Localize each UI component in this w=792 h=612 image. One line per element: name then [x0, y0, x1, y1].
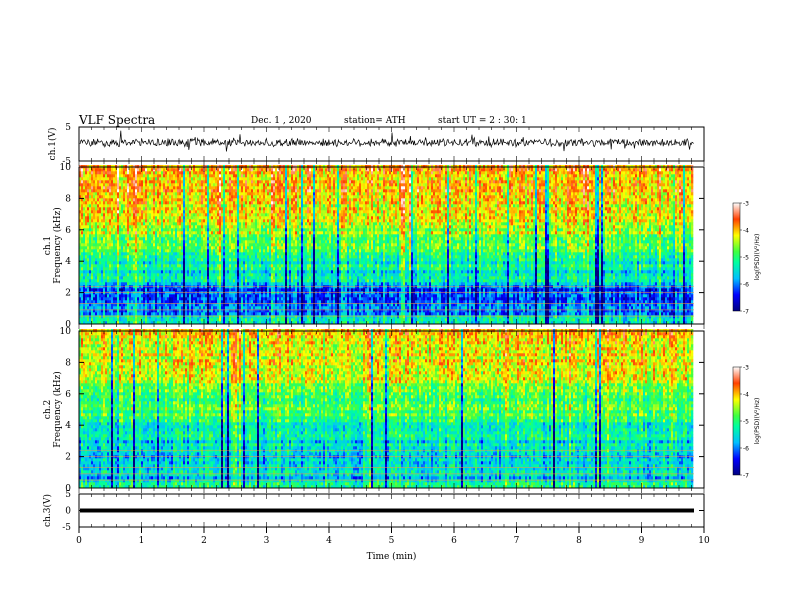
y-axis-label-freq-2: Frequency (kHz) — [52, 371, 63, 448]
y-tick-label-3-5: 5 — [65, 490, 71, 500]
y-tick-label-2-6: 6 — [65, 390, 71, 400]
x-tick-label-5: 5 — [389, 536, 395, 546]
y-tick-label-1-2: 2 — [65, 289, 71, 299]
y-tick-label-1-6: 6 — [65, 226, 71, 236]
colorbar-tick-1--4: -4 — [743, 228, 749, 235]
ch3-waveform-band — [80, 509, 694, 513]
y-tick-label-1-4: 4 — [65, 257, 71, 267]
y-tick-label-1-8: 8 — [65, 194, 71, 204]
y-tick-label-0-5: 5 — [65, 123, 71, 133]
y-axis-label-3: ch.3(V) — [42, 494, 53, 527]
x-axis-label: Time (min) — [367, 551, 417, 562]
x-tick-label-10: 10 — [698, 536, 710, 546]
y-tick-label-2-2: 2 — [65, 453, 71, 463]
colorbar-tick-2--5: -5 — [743, 419, 749, 426]
spectrogram-2 — [79, 329, 694, 488]
x-tick-label-8: 8 — [576, 536, 582, 546]
y-tick-label-3--5: -5 — [62, 523, 71, 533]
colorbar-tick-2--6: -6 — [743, 446, 749, 453]
spectrogram-1 — [79, 165, 694, 324]
y-axis-label-0: ch.1(V) — [47, 128, 58, 161]
x-tick-label-9: 9 — [639, 536, 645, 546]
colorbar-1 — [733, 203, 740, 311]
colorbar-tick-1--5: -5 — [743, 255, 749, 262]
y-tick-label-3-0: 0 — [65, 507, 71, 517]
y-tick-label-0--5: -5 — [62, 157, 71, 167]
colorbar-tick-1--6: -6 — [743, 282, 749, 289]
y-tick-label-2-4: 4 — [65, 421, 71, 431]
colorbar-tick-1--7: -7 — [743, 309, 749, 316]
colorbar-label-2: log(PSD)(V²/Hz) — [754, 398, 761, 445]
x-tick-label-7: 7 — [514, 536, 520, 546]
y-axis-label-ch-2: ch.2 — [43, 400, 53, 419]
y-tick-label-2-10: 10 — [60, 327, 72, 337]
ch1-waveform-line — [80, 131, 694, 152]
x-tick-label-0: 0 — [76, 536, 82, 546]
colorbar-tick-2--4: -4 — [743, 392, 749, 399]
colorbar-2 — [733, 367, 740, 475]
colorbar-tick-2--3: -3 — [743, 365, 749, 372]
x-tick-label-2: 2 — [201, 536, 207, 546]
colorbar-tick-2--7: -7 — [743, 473, 749, 480]
y-tick-label-2-8: 8 — [65, 358, 71, 368]
y-axis-label-ch-1: ch.1 — [43, 236, 53, 255]
y-axis-label-freq-1: Frequency (kHz) — [52, 207, 63, 284]
x-tick-label-3: 3 — [264, 536, 270, 546]
x-tick-label-6: 6 — [451, 536, 457, 546]
x-tick-label-1: 1 — [139, 536, 145, 546]
colorbar-label-1: log(PSD)(V²/Hz) — [754, 234, 761, 281]
x-tick-label-4: 4 — [326, 536, 332, 546]
colorbar-tick-1--3: -3 — [743, 201, 749, 208]
